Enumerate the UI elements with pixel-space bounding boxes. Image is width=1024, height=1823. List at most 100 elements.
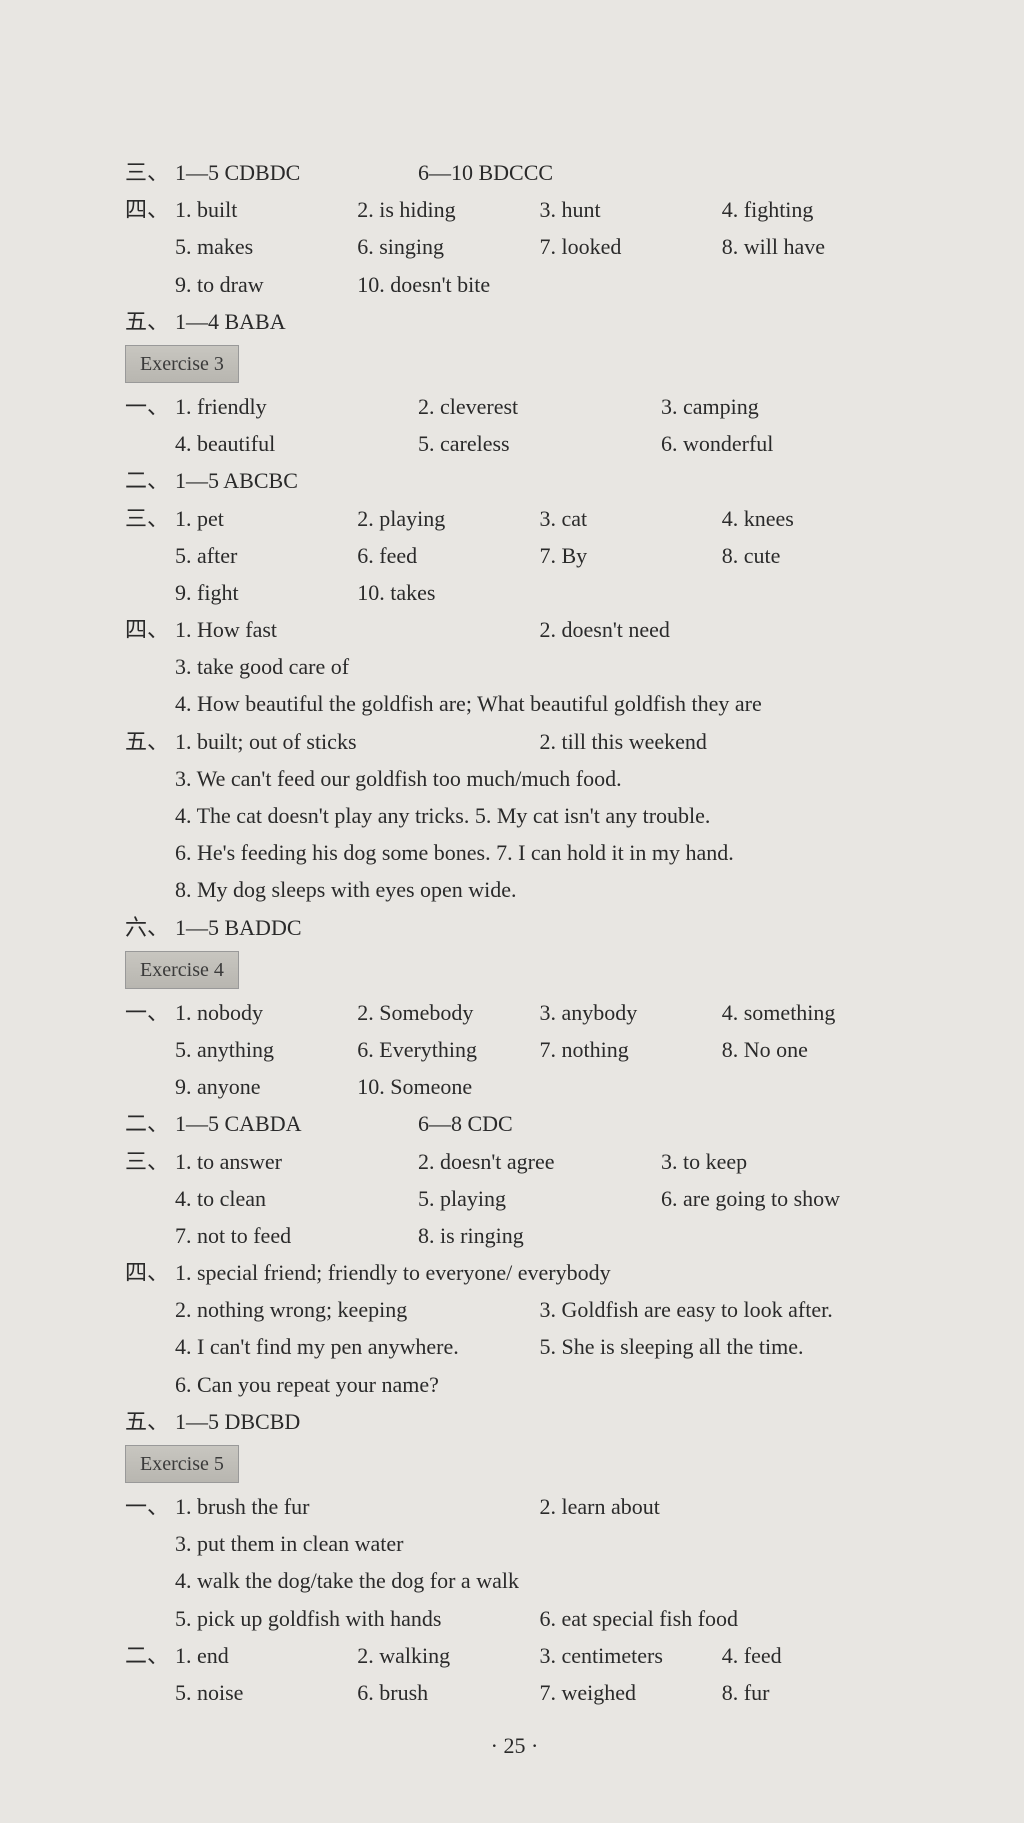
answer-row: 5. noise 6. brush 7. weighed 8. fur bbox=[125, 1675, 904, 1710]
answer-row: 9. fight 10. takes bbox=[125, 575, 904, 610]
answer-text: 1. built bbox=[175, 192, 357, 227]
section-label: 三、 bbox=[125, 155, 175, 190]
answer-row: 4. The cat doesn't play any tricks. 5. M… bbox=[125, 798, 904, 833]
answer-text: 4. fighting bbox=[722, 192, 904, 227]
answer-text: 6. singing bbox=[357, 229, 539, 264]
answer-text: 7. not to feed bbox=[175, 1218, 418, 1253]
answer-row: 一、 1. friendly 2. cleverest 3. camping bbox=[125, 389, 904, 424]
answer-text: 6. are going to show bbox=[661, 1181, 904, 1216]
answer-row: 二、 1. end 2. walking 3. centimeters 4. f… bbox=[125, 1638, 904, 1673]
section-label: 四、 bbox=[125, 192, 175, 227]
answer-row: 五、 1—5 DBCBD bbox=[125, 1404, 904, 1439]
answer-text: 3. camping bbox=[661, 389, 904, 424]
answer-row: 3. put them in clean water bbox=[125, 1526, 904, 1561]
answer-text: 8. fur bbox=[722, 1675, 904, 1710]
answer-row: 四、 1. special friend; friendly to everyo… bbox=[125, 1255, 904, 1290]
answer-row: 4. How beautiful the goldfish are; What … bbox=[125, 686, 904, 721]
answer-row: 9. to draw 10. doesn't bite bbox=[125, 267, 904, 302]
answer-text: 2. nothing wrong; keeping bbox=[175, 1292, 540, 1327]
answer-text: 6—10 BDCCC bbox=[418, 155, 661, 190]
answer-text: 3. to keep bbox=[661, 1144, 904, 1179]
answer-text: 4. The cat doesn't play any tricks. 5. M… bbox=[175, 798, 954, 833]
answer-text: 5. She is sleeping all the time. bbox=[540, 1329, 905, 1364]
answer-row: 2. nothing wrong; keeping 3. Goldfish ar… bbox=[125, 1292, 904, 1327]
answer-row: 二、 1—5 ABCBC bbox=[125, 463, 904, 498]
answer-text: 1. special friend; friendly to everyone/… bbox=[175, 1255, 954, 1290]
answer-text: 8. cute bbox=[722, 538, 904, 573]
answer-text: 2. walking bbox=[357, 1638, 539, 1673]
answer-text: 3. cat bbox=[540, 501, 722, 536]
answer-text: 1. brush the fur bbox=[175, 1489, 540, 1524]
answer-text: 3. take good care of bbox=[175, 649, 954, 684]
answer-text: 9. fight bbox=[175, 575, 357, 610]
section-label: 一、 bbox=[125, 995, 175, 1030]
answer-text: 1. end bbox=[175, 1638, 357, 1673]
section-label: 三、 bbox=[125, 1144, 175, 1179]
answer-text: 4. I can't find my pen anywhere. bbox=[175, 1329, 540, 1364]
answer-row: 四、 1. built 2. is hiding 3. hunt 4. figh… bbox=[125, 192, 904, 227]
answer-text: 4. walk the dog/take the dog for a walk bbox=[175, 1563, 954, 1598]
answer-row: 三、 1. pet 2. playing 3. cat 4. knees bbox=[125, 501, 904, 536]
answer-text: 7. weighed bbox=[540, 1675, 722, 1710]
answer-text: 2. cleverest bbox=[418, 389, 661, 424]
section-label: 二、 bbox=[125, 463, 175, 498]
answer-text: 10. doesn't bite bbox=[357, 267, 539, 302]
answer-text: 2. doesn't agree bbox=[418, 1144, 661, 1179]
answer-text: 1. How fast bbox=[175, 612, 540, 647]
answer-text: 4. How beautiful the goldfish are; What … bbox=[175, 686, 954, 721]
section-label: 五、 bbox=[125, 724, 175, 759]
answer-text: 6. brush bbox=[357, 1675, 539, 1710]
answer-text: 3. anybody bbox=[540, 995, 722, 1030]
section-label: 四、 bbox=[125, 1255, 175, 1290]
answer-text: 7. By bbox=[540, 538, 722, 573]
answer-text: 7. nothing bbox=[540, 1032, 722, 1067]
answer-text: 10. Someone bbox=[357, 1069, 539, 1104]
answer-row: 5. anything 6. Everything 7. nothing 8. … bbox=[125, 1032, 904, 1067]
answer-row: 五、 1. built; out of sticks 2. till this … bbox=[125, 724, 904, 759]
answer-row: 4. beautiful 5. careless 6. wonderful bbox=[125, 426, 904, 461]
answer-row: 5. makes 6. singing 7. looked 8. will ha… bbox=[125, 229, 904, 264]
answer-text: 7. looked bbox=[540, 229, 722, 264]
answer-text: 1—5 CABDA bbox=[175, 1106, 418, 1141]
answer-text: 2. learn about bbox=[540, 1489, 905, 1524]
answer-row: 9. anyone 10. Someone bbox=[125, 1069, 904, 1104]
answer-text: 6. feed bbox=[357, 538, 539, 573]
answer-text: 4. something bbox=[722, 995, 904, 1030]
answer-row: 三、 1—5 CDBDC 6—10 BDCCC bbox=[125, 155, 904, 190]
answer-row: 4. walk the dog/take the dog for a walk bbox=[125, 1563, 904, 1598]
section-label: 三、 bbox=[125, 501, 175, 536]
section-label: 二、 bbox=[125, 1106, 175, 1141]
answer-text: 5. after bbox=[175, 538, 357, 573]
section-label: 六、 bbox=[125, 910, 175, 945]
answer-text: 4. feed bbox=[722, 1638, 904, 1673]
exercise-header: Exercise 3 bbox=[125, 345, 239, 383]
answer-text: 2. Somebody bbox=[357, 995, 539, 1030]
answer-text: 2. playing bbox=[357, 501, 539, 536]
answer-row: 5. after 6. feed 7. By 8. cute bbox=[125, 538, 904, 573]
answer-text: 4. to clean bbox=[175, 1181, 418, 1216]
answer-text: 3. centimeters bbox=[540, 1638, 722, 1673]
answer-text: 8. My dog sleeps with eyes open wide. bbox=[175, 872, 954, 907]
answer-row: 三、 1. to answer 2. doesn't agree 3. to k… bbox=[125, 1144, 904, 1179]
section-label: 一、 bbox=[125, 389, 175, 424]
answer-text: 5. pick up goldfish with hands bbox=[175, 1601, 540, 1636]
answer-text: 1—5 BADDC bbox=[175, 910, 904, 945]
answer-text: 4. beautiful bbox=[175, 426, 418, 461]
answer-text: 8. is ringing bbox=[418, 1218, 661, 1253]
answer-text: 6. wonderful bbox=[661, 426, 904, 461]
exercise-header: Exercise 5 bbox=[125, 1445, 239, 1483]
answer-text: 6. Everything bbox=[357, 1032, 539, 1067]
answer-text: 1—5 CDBDC bbox=[175, 155, 418, 190]
answer-row: 4. I can't find my pen anywhere. 5. She … bbox=[125, 1329, 904, 1364]
answer-row: 二、 1—5 CABDA 6—8 CDC bbox=[125, 1106, 904, 1141]
section-label: 四、 bbox=[125, 612, 175, 647]
answer-text: 2. doesn't need bbox=[540, 612, 905, 647]
answer-text: 1. built; out of sticks bbox=[175, 724, 540, 759]
answer-text: 1—5 DBCBD bbox=[175, 1404, 904, 1439]
answer-text: 3. put them in clean water bbox=[175, 1526, 954, 1561]
answer-row: 一、 1. nobody 2. Somebody 3. anybody 4. s… bbox=[125, 995, 904, 1030]
answer-text: 6. Can you repeat your name? bbox=[175, 1367, 954, 1402]
answer-text: 1. pet bbox=[175, 501, 357, 536]
answer-row: 3. We can't feed our goldfish too much/m… bbox=[125, 761, 904, 796]
answer-text: 5. noise bbox=[175, 1675, 357, 1710]
